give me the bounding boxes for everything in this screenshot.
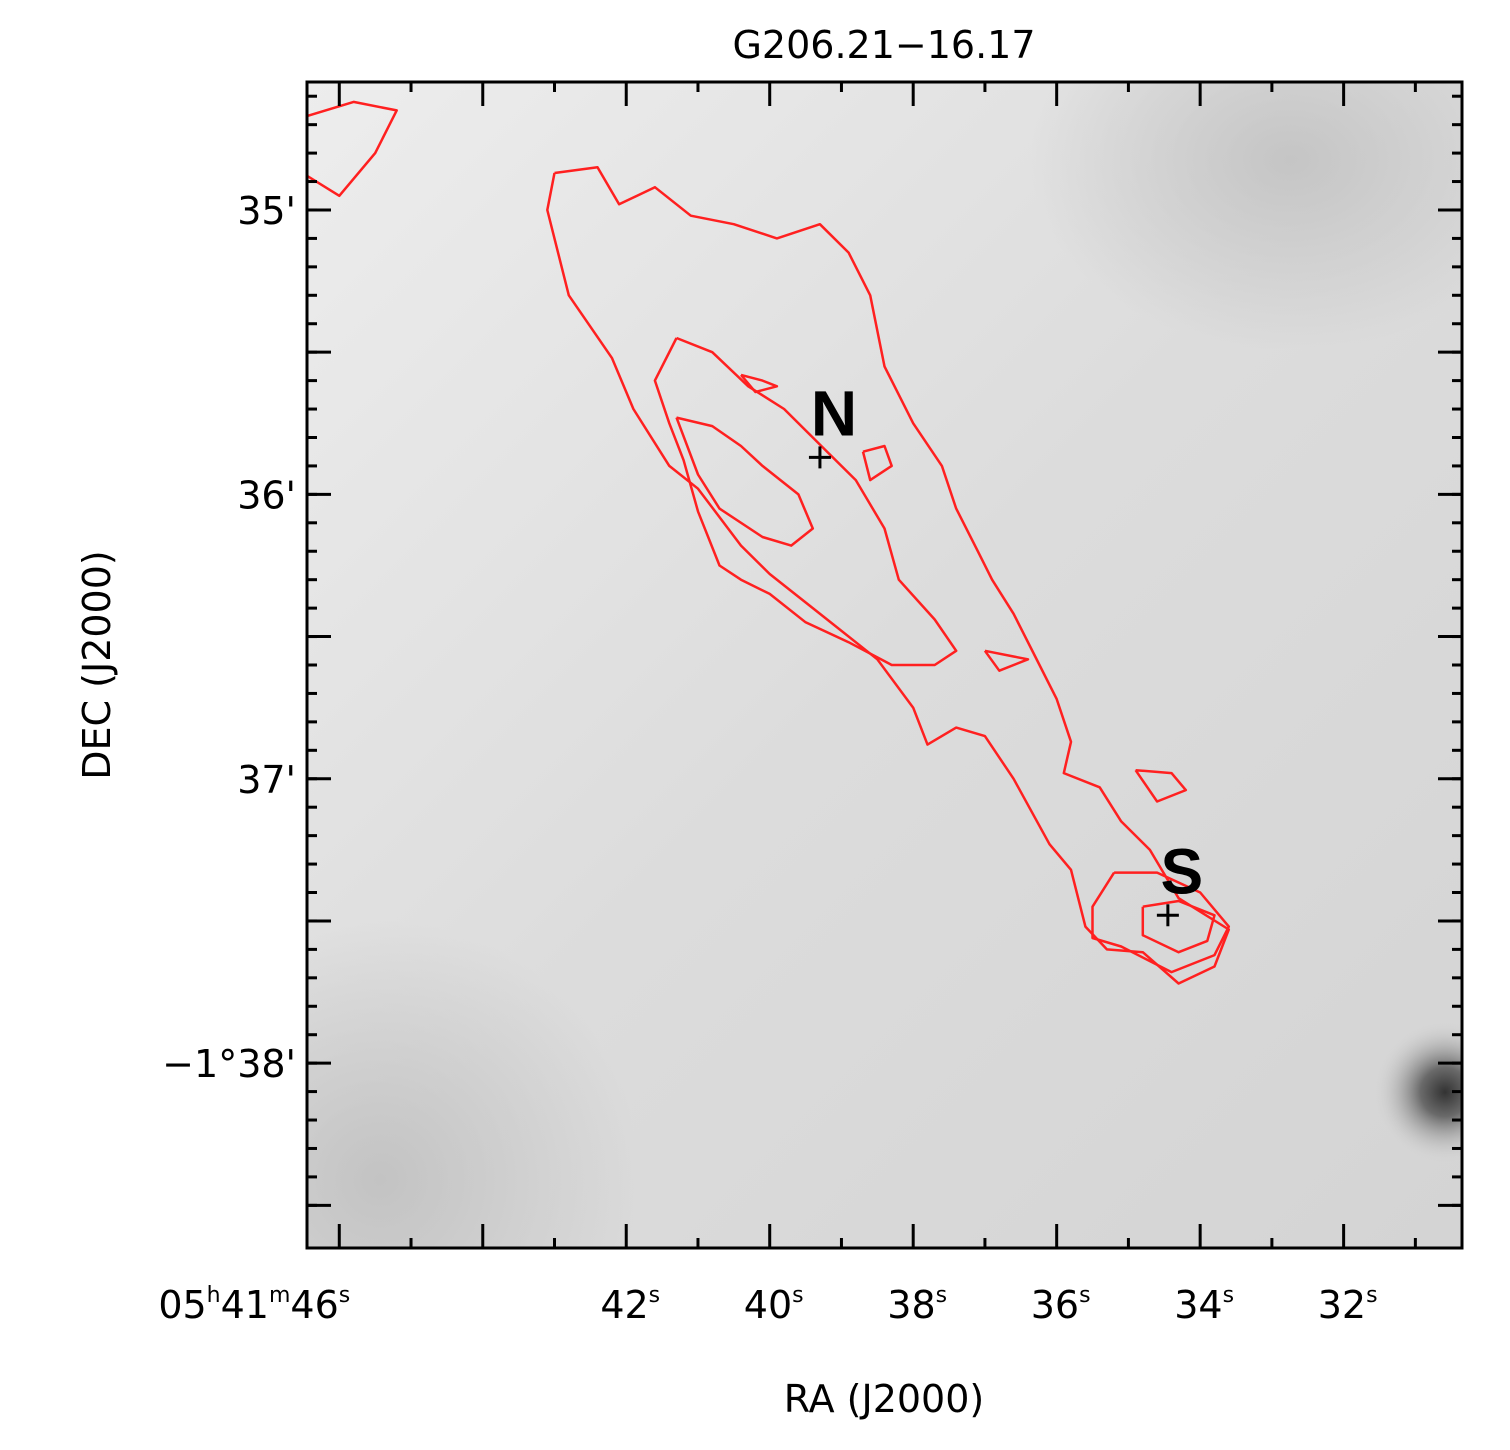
source-markers: NS xyxy=(808,377,1204,927)
contour-4 xyxy=(1091,871,1231,974)
y-axis-label: DEC (J2000) xyxy=(75,550,119,779)
dec-tick-label: 36' xyxy=(237,473,296,517)
source-label: N xyxy=(811,377,857,449)
contour-7 xyxy=(740,373,779,394)
dec-tick-label: 37' xyxy=(237,758,296,802)
contour-layer xyxy=(307,100,1231,985)
axis-ticks xyxy=(307,82,1462,1248)
contour-6 xyxy=(307,100,398,198)
ra-tick-label: 38s xyxy=(887,1283,947,1327)
dec-tick-labels: 35' 36' 37' −1°38' xyxy=(162,189,296,1086)
ra-tick-label: 42s xyxy=(600,1283,660,1327)
chart-title: G206.21−16.17 xyxy=(732,23,1035,67)
ra-tick-labels: 05h41m46s 42s 40s 38s 36s 34s 32s xyxy=(158,1283,1377,1327)
dec-tick-label: −1°38' xyxy=(162,1042,296,1086)
contour-8 xyxy=(861,444,893,482)
background-image xyxy=(307,82,1462,1248)
source-label: S xyxy=(1161,835,1204,907)
contour-10 xyxy=(1134,768,1188,803)
contour-3 xyxy=(675,416,815,547)
dec-tick-label: 35' xyxy=(237,189,296,233)
contour-9 xyxy=(983,649,1030,672)
ra-tick-label: 40s xyxy=(744,1283,804,1327)
ra-tick-label: 36s xyxy=(1031,1283,1091,1327)
x-axis-label: RA (J2000) xyxy=(784,1377,985,1421)
contour-2 xyxy=(653,336,958,667)
ra-tick-label: 34s xyxy=(1174,1283,1234,1327)
contour-1 xyxy=(546,166,1231,985)
contour-5 xyxy=(1141,899,1216,954)
ra-tick-label: 32s xyxy=(1318,1283,1378,1327)
ra-tick-label: 05h41m46s xyxy=(158,1283,350,1327)
